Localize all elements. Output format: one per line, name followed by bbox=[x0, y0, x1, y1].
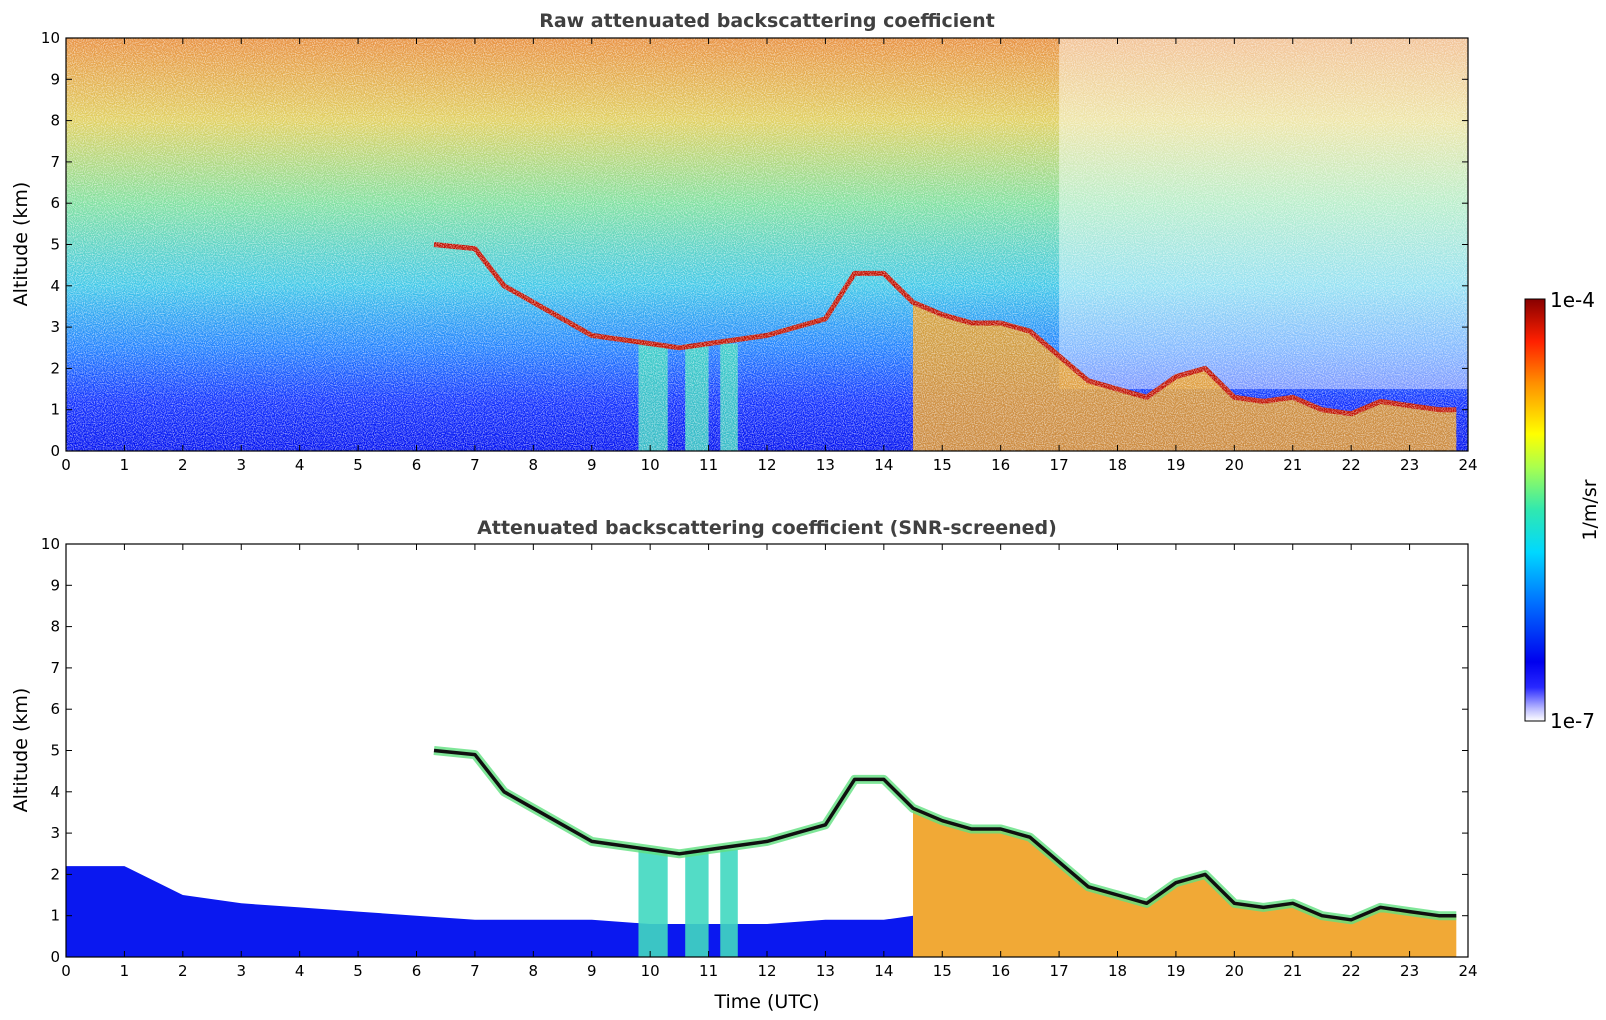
panel-raw-xtick-label: 9 bbox=[587, 456, 597, 474]
panel-raw-ytick-label: 0 bbox=[50, 442, 60, 460]
screened-background bbox=[66, 544, 1468, 957]
panel-raw-xtick-label: 17 bbox=[1050, 456, 1069, 474]
panel-screened-xtick-label: 13 bbox=[816, 962, 835, 980]
panel-screened-ytick-label: 10 bbox=[41, 535, 60, 553]
panel-raw-xtick-label: 7 bbox=[470, 456, 480, 474]
panel-raw-ytick-label: 7 bbox=[50, 153, 60, 171]
panel-screened-ytick-label: 8 bbox=[50, 618, 60, 636]
panel-raw-xtick-label: 2 bbox=[178, 456, 188, 474]
panel-screened-xtick-label: 17 bbox=[1050, 962, 1069, 980]
panel-screened-xtick-label: 5 bbox=[353, 962, 363, 980]
panel-screened-ytick-label: 2 bbox=[50, 865, 60, 883]
panel-raw-xtick-label: 0 bbox=[61, 456, 71, 474]
panel-screened-ytick-label: 0 bbox=[50, 948, 60, 966]
panel-raw-xtick-label: 12 bbox=[757, 456, 776, 474]
panel-screened-xtick-label: 15 bbox=[933, 962, 952, 980]
panel-screened-ylabel: Altitude (km) bbox=[10, 688, 32, 813]
panel-screened-ytick-label: 3 bbox=[50, 824, 60, 842]
panel-raw-xtick-label: 16 bbox=[991, 456, 1010, 474]
panel-raw-ytick-label: 5 bbox=[50, 236, 60, 254]
panel-screened-xtick-label: 20 bbox=[1225, 962, 1244, 980]
panel-raw-ytick-label: 2 bbox=[50, 359, 60, 377]
panel-screened-axes: 0 1 2 3 4 5 6 7 8 9 10 11 12 13 14 15 16 17 18 19 20 21 22 23 24… bbox=[41, 535, 1478, 980]
panel-screened-heatmap bbox=[66, 544, 1468, 957]
panel-screened-title: Attenuated backscattering coefficient (S… bbox=[477, 517, 1057, 539]
panel-raw-xtick-label: 11 bbox=[699, 456, 718, 474]
colorbar-min-label: 1e-7 bbox=[1550, 709, 1595, 733]
screened-cloud-layer bbox=[433, 748, 1457, 922]
colorbar-gradient bbox=[1524, 298, 1546, 722]
panel-screened-xtick-label: 14 bbox=[874, 962, 893, 980]
panel-screened-xtick-label: 16 bbox=[991, 962, 1010, 980]
panel-screened-xtick-label: 11 bbox=[699, 962, 718, 980]
panel-raw-xtick-label: 5 bbox=[353, 456, 363, 474]
screened-virga bbox=[720, 849, 738, 957]
panel-raw-axes: 0 1 2 3 4 5 6 7 8 9 10 11 12 13 14 15 16 17 18 19 20 21 22 23 24… bbox=[41, 29, 1478, 474]
panel-screened-xtick-label: 9 bbox=[587, 962, 597, 980]
panel-raw-xtick-label: 14 bbox=[874, 456, 893, 474]
panel-screened-xtick-label: 7 bbox=[470, 962, 480, 980]
screened-virga bbox=[638, 849, 668, 957]
panel-screened-xtick-label: 3 bbox=[236, 962, 246, 980]
panel-screened-xtick-label: 0 bbox=[61, 962, 71, 980]
panel-raw-xtick-label: 19 bbox=[1166, 456, 1185, 474]
panel-raw-xtick-label: 13 bbox=[816, 456, 835, 474]
panel-screened-ytick-label: 1 bbox=[50, 907, 60, 925]
colorbar: 1e-4 1e-7 1/m/sr bbox=[1524, 288, 1601, 733]
panel-screened-ytick-label: 7 bbox=[50, 659, 60, 677]
panel-screened-xtick-label: 22 bbox=[1342, 962, 1361, 980]
panel-raw-xtick-label: 3 bbox=[236, 456, 246, 474]
panel-screened-xtick-label: 1 bbox=[120, 962, 130, 980]
raw-noise bbox=[66, 38, 1468, 451]
panel-raw-ytick-label: 8 bbox=[50, 112, 60, 130]
panel-raw-heatmap bbox=[66, 38, 1468, 451]
panel-screened-xtick-label: 6 bbox=[412, 962, 422, 980]
panel-raw-xtick-label: 1 bbox=[120, 456, 130, 474]
panel-screened-xtick-label: 10 bbox=[641, 962, 660, 980]
panel-raw-ytick-label: 3 bbox=[50, 318, 60, 336]
panel-raw-xtick-label: 15 bbox=[933, 456, 952, 474]
panel-raw-title: Raw attenuated backscattering coefficien… bbox=[539, 10, 995, 32]
panel-raw-ylabel: Altitude (km) bbox=[10, 182, 32, 307]
panel-screened-xtick-label: 8 bbox=[529, 962, 539, 980]
panel-raw-xtick-label: 23 bbox=[1400, 456, 1419, 474]
panel-raw-ytick-label: 4 bbox=[50, 277, 60, 295]
panel-screened-ytick-label: 9 bbox=[50, 576, 60, 594]
panel-raw-xtick-label: 21 bbox=[1283, 456, 1302, 474]
panel-screened-xtick-label: 21 bbox=[1283, 962, 1302, 980]
panel-raw-xtick-label: 24 bbox=[1458, 456, 1477, 474]
panel-screened-xlabel: Time (UTC) bbox=[713, 991, 819, 1013]
panel-screened-xtick-label: 24 bbox=[1458, 962, 1477, 980]
panel-screened-xtick-label: 12 bbox=[757, 962, 776, 980]
panel-raw-xtick-label: 6 bbox=[412, 456, 422, 474]
panel-raw-xtick-label: 22 bbox=[1342, 456, 1361, 474]
panel-raw-ytick-label: 9 bbox=[50, 70, 60, 88]
panel-screened-ytick-label: 5 bbox=[50, 742, 60, 760]
panel-screened-ytick-label: 4 bbox=[50, 783, 60, 801]
colorbar-label: 1/m/sr bbox=[1579, 479, 1601, 540]
panel-raw-xtick-label: 10 bbox=[641, 456, 660, 474]
panel-screened-xtick-label: 19 bbox=[1166, 962, 1185, 980]
panel-screened-xtick-label: 23 bbox=[1400, 962, 1419, 980]
colorbar-max-label: 1e-4 bbox=[1550, 288, 1595, 312]
panel-raw-ytick-label: 10 bbox=[41, 29, 60, 47]
panel-screened-xtick-label: 4 bbox=[295, 962, 305, 980]
panel-raw-xtick-label: 4 bbox=[295, 456, 305, 474]
panel-raw: Raw attenuated backscattering coefficien… bbox=[10, 10, 1478, 474]
panel-raw-xtick-label: 8 bbox=[529, 456, 539, 474]
screened-virga bbox=[685, 849, 709, 957]
panel-screened-ytick-label: 6 bbox=[50, 700, 60, 718]
panel-raw-ytick-label: 1 bbox=[50, 401, 60, 419]
panel-screened-xtick-label: 18 bbox=[1108, 962, 1127, 980]
panel-screened: Attenuated backscattering coefficient (S… bbox=[10, 517, 1478, 1013]
panel-screened-xtick-label: 2 bbox=[178, 962, 188, 980]
panel-raw-xtick-label: 20 bbox=[1225, 456, 1244, 474]
panel-raw-ytick-label: 6 bbox=[50, 194, 60, 212]
panel-raw-xtick-label: 18 bbox=[1108, 456, 1127, 474]
